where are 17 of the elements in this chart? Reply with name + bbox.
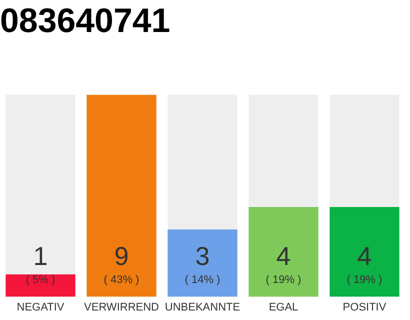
chart-title: 083640741	[0, 2, 170, 40]
data-label: 1	[33, 240, 48, 271]
x-tick-label: POSITIV	[342, 301, 387, 314]
annotation: ( 14% )	[184, 274, 220, 286]
x-tick-label: NEGATIV	[16, 301, 65, 314]
data-label: 3	[195, 240, 210, 271]
data-label: 4	[276, 240, 291, 271]
annotation: ( 19% )	[346, 274, 382, 286]
annotation: ( 19% )	[266, 274, 302, 286]
data-label: 9	[114, 240, 129, 271]
x-tick-label: EGAL	[268, 301, 298, 314]
data-label: 4	[357, 240, 372, 271]
bar	[6, 274, 76, 297]
x-tick-label: UNBEKANNTE	[164, 301, 240, 314]
annotation: ( 5% )	[26, 274, 56, 286]
annotation: ( 43% )	[104, 274, 140, 286]
x-tick-label: VERWIRREND	[84, 301, 160, 314]
